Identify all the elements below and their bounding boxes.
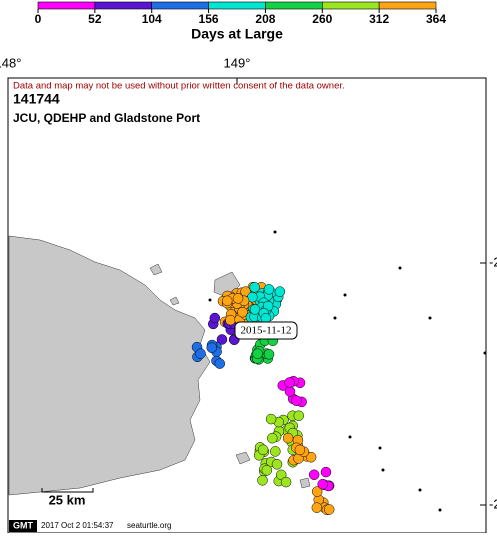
track-point <box>274 286 286 297</box>
event-dot <box>208 298 212 302</box>
notice: Data and map may not be used without pri… <box>13 81 345 92</box>
track-point <box>263 284 275 295</box>
track-point <box>225 314 236 326</box>
track-point <box>257 475 268 486</box>
colorbar-tick-label: 104 <box>142 12 162 26</box>
track-point <box>291 395 302 406</box>
event-dot <box>428 316 432 320</box>
event-dot <box>343 293 347 297</box>
track-point <box>257 444 269 456</box>
lat-label: -20° <box>489 254 497 269</box>
lat-label: -21° <box>489 496 497 511</box>
colorbar-tick-label: 364 <box>426 12 446 26</box>
track-point <box>263 349 275 360</box>
track-point <box>284 377 295 388</box>
scale-label: 25 km <box>49 492 86 507</box>
project: JCU, QDEHP and Gladstone Port <box>13 111 200 125</box>
track-point <box>282 432 294 444</box>
track-point <box>249 282 260 293</box>
track-point <box>305 451 317 463</box>
colorbar-tick-label: 0 <box>35 12 42 26</box>
track-point <box>216 334 228 345</box>
track-point <box>237 306 248 318</box>
track-point <box>317 478 328 490</box>
colorbar-tick-label: 312 <box>369 12 389 26</box>
colorbar-segment <box>208 1 266 10</box>
track-point <box>214 358 226 369</box>
track-point <box>206 342 218 353</box>
track-points <box>191 230 487 516</box>
event-dot <box>348 435 352 439</box>
track-point <box>284 386 296 397</box>
track-point <box>265 413 277 425</box>
colorbar-segment <box>265 1 323 10</box>
event-dot <box>398 266 402 270</box>
track-point <box>267 432 278 444</box>
colorbar-label: Days at Large <box>191 26 283 42</box>
timestamp: 2017 Oct 2 01:54:37 <box>41 521 114 530</box>
event-dot <box>418 488 422 492</box>
event-dot <box>438 508 442 512</box>
site: seaturtle.org <box>127 521 171 530</box>
land <box>8 235 211 496</box>
event-dot <box>273 230 277 234</box>
track-point <box>221 295 233 307</box>
track-point <box>280 476 292 488</box>
event-dot <box>381 468 385 472</box>
gmt-text: GMT <box>13 520 33 530</box>
track-point <box>294 444 306 456</box>
track-point <box>209 312 221 324</box>
colorbar-tick-label: 208 <box>255 12 275 26</box>
track-point <box>320 466 332 478</box>
track-point <box>195 348 206 359</box>
date-label: 2015-11-12 <box>241 325 292 337</box>
gmt-logo <box>9 520 37 532</box>
colorbar-tick-label: 52 <box>88 12 102 26</box>
track-point <box>308 469 320 481</box>
track-point <box>311 486 323 497</box>
track-point <box>271 459 283 470</box>
track-point <box>311 502 323 513</box>
event-dot <box>333 316 337 320</box>
track-point <box>252 348 263 360</box>
event-dot <box>483 351 487 355</box>
lon-label: 149° <box>224 55 251 70</box>
colorbar-segment <box>151 1 209 10</box>
track-point <box>270 446 281 457</box>
colorbar: 0 52 104 156 208 260 312 364 <box>35 1 446 26</box>
date-box <box>234 321 298 340</box>
track-point <box>249 304 261 315</box>
colorbar-segment <box>321 1 380 10</box>
track-point <box>293 410 305 422</box>
scale-bar <box>41 488 94 493</box>
colorbar-segment <box>94 1 153 10</box>
colorbar-tick-label: 156 <box>199 12 219 26</box>
colorbar-tick-label: 260 <box>312 12 332 26</box>
tag-id: 141744 <box>13 91 60 107</box>
track-point <box>261 465 273 476</box>
colorbar-segment <box>37 1 96 10</box>
event-dot <box>378 446 382 450</box>
lon-label: 148° <box>0 55 21 70</box>
colorbar-segment <box>378 1 437 10</box>
track-point <box>323 504 335 515</box>
track-point <box>232 293 244 304</box>
